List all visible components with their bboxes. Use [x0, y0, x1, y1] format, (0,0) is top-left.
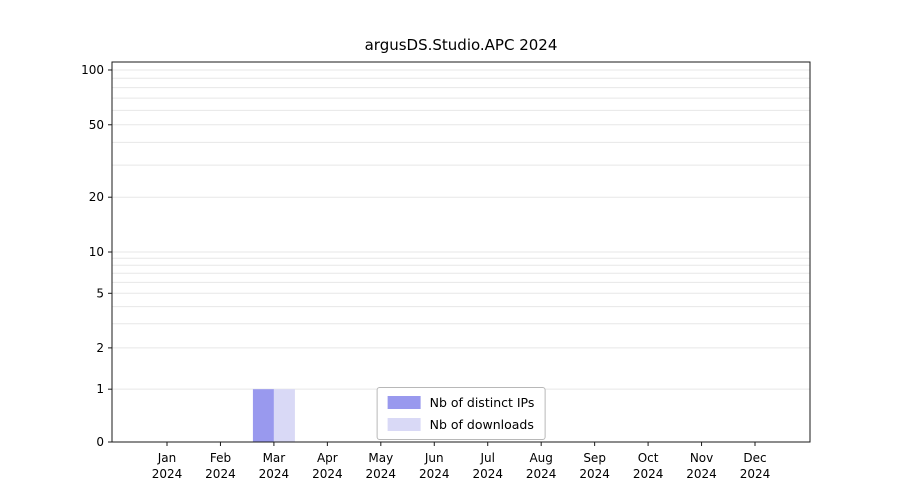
x-tick-label-year: 2024 — [366, 467, 397, 481]
x-tick-label-year: 2024 — [579, 467, 610, 481]
x-tick-label-month: Jun — [424, 451, 444, 465]
x-tick-label-year: 2024 — [740, 467, 771, 481]
bar — [252, 389, 274, 442]
y-tick-label: 0 — [96, 435, 104, 449]
x-tick-label-year: 2024 — [419, 467, 450, 481]
legend-swatch-downloads — [387, 418, 421, 431]
x-tick-label-month: Apr — [317, 451, 338, 465]
x-tick-label-month: Jul — [479, 451, 494, 465]
y-tick-label: 100 — [81, 63, 104, 77]
x-tick-label-month: Jan — [157, 451, 177, 465]
x-tick-label-month: May — [368, 451, 393, 465]
y-tick-label: 20 — [89, 190, 104, 204]
legend-swatch-distinct-ips — [387, 396, 421, 409]
x-tick-label-month: Feb — [210, 451, 231, 465]
legend: Nb of distinct IPs Nb of downloads — [376, 387, 546, 440]
legend-label-downloads: Nb of downloads — [429, 417, 534, 432]
x-tick-label-year: 2024 — [259, 467, 290, 481]
chart-title: argusDS.Studio.APC 2024 — [364, 36, 558, 54]
y-tick-label: 50 — [89, 118, 104, 132]
x-tick-label-month: Dec — [743, 451, 766, 465]
x-tick-label-year: 2024 — [633, 467, 664, 481]
legend-label-distinct-ips: Nb of distinct IPs — [429, 395, 535, 410]
x-tick-label-year: 2024 — [152, 467, 183, 481]
x-tick-label-year: 2024 — [472, 467, 503, 481]
x-tick-label-year: 2024 — [686, 467, 717, 481]
x-tick-label-month: Mar — [263, 451, 286, 465]
bar — [273, 389, 295, 442]
y-tick-label: 2 — [96, 341, 104, 355]
x-tick-label-month: Oct — [638, 451, 659, 465]
x-tick-label-month: Nov — [690, 451, 713, 465]
legend-item: Nb of downloads — [387, 417, 535, 432]
y-tick-label: 10 — [89, 245, 104, 259]
y-tick-label: 5 — [96, 286, 104, 300]
x-tick-label-month: Aug — [529, 451, 552, 465]
x-tick-label-year: 2024 — [526, 467, 557, 481]
x-tick-label-year: 2024 — [312, 467, 343, 481]
x-tick-label-month: Sep — [583, 451, 606, 465]
x-tick-label-year: 2024 — [205, 467, 236, 481]
y-tick-label: 1 — [96, 382, 104, 396]
legend-item: Nb of distinct IPs — [387, 395, 535, 410]
